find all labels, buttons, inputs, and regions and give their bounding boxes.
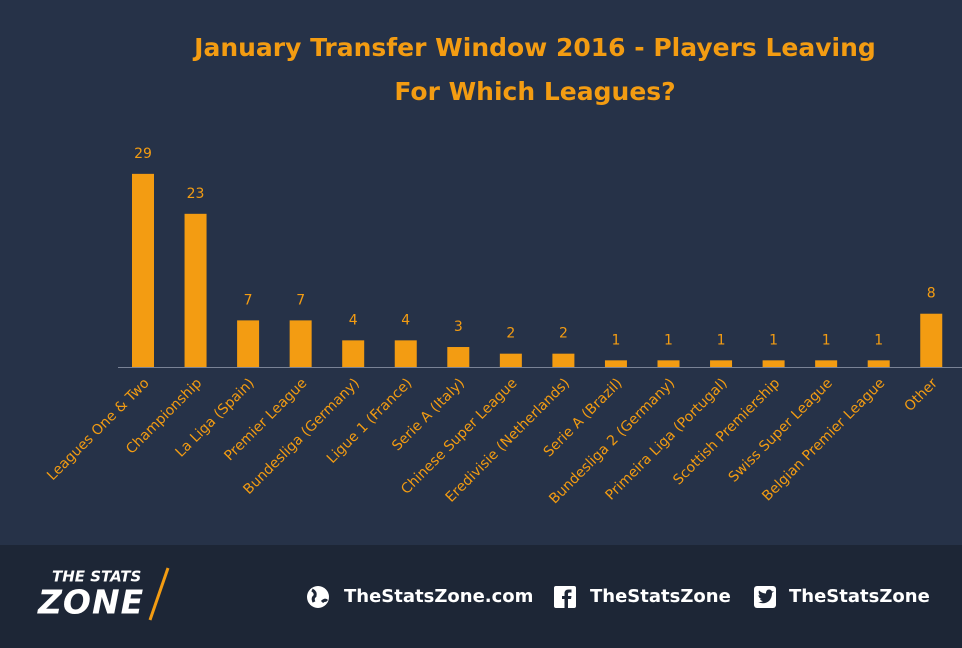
twitter-icon <box>754 586 776 608</box>
bar <box>132 173 154 367</box>
bar <box>867 360 890 367</box>
bar <box>710 360 733 367</box>
logo-top: THE STATS <box>52 568 141 586</box>
bar <box>499 353 522 367</box>
globe-icon <box>307 586 329 608</box>
data-label: 1 <box>717 332 726 348</box>
data-label: 1 <box>769 332 778 348</box>
data-label: 2 <box>559 326 568 342</box>
bar <box>552 353 575 367</box>
data-label: 1 <box>664 332 673 348</box>
logo: THE STATS ZONE <box>37 567 170 622</box>
bar <box>394 340 417 367</box>
data-label: 1 <box>611 332 620 348</box>
website-link[interactable]: TheStatsZone.com <box>344 586 533 607</box>
facebook-link[interactable]: TheStatsZone <box>590 586 731 607</box>
bar <box>342 340 365 367</box>
twitter-link[interactable]: TheStatsZone <box>789 586 930 607</box>
facebook-icon <box>554 586 576 608</box>
data-label: 7 <box>296 292 305 308</box>
data-label: 1 <box>874 332 883 348</box>
data-label: 3 <box>454 319 463 335</box>
footer-background <box>0 545 962 648</box>
data-label: 23 <box>187 186 205 202</box>
chart-subtitle: For Which Leagues? <box>394 77 675 106</box>
logo-accent <box>148 567 170 621</box>
bar <box>184 213 207 367</box>
chart-background <box>0 0 962 545</box>
bar <box>447 347 470 367</box>
data-label: 8 <box>927 286 936 302</box>
bar <box>237 320 260 367</box>
bar <box>762 360 785 367</box>
data-label: 4 <box>401 312 410 328</box>
bar <box>815 360 838 367</box>
logo-bottom: ZONE <box>37 583 144 622</box>
data-label: 4 <box>349 312 358 328</box>
bar <box>920 313 943 367</box>
data-label: 1 <box>822 332 831 348</box>
data-label: 29 <box>134 146 152 162</box>
bar <box>289 320 312 367</box>
bar <box>604 360 627 367</box>
data-label: 7 <box>244 292 253 308</box>
data-label: 2 <box>506 326 515 342</box>
chart-title: January Transfer Window 2016 - Players L… <box>192 33 876 62</box>
bar <box>657 360 680 367</box>
